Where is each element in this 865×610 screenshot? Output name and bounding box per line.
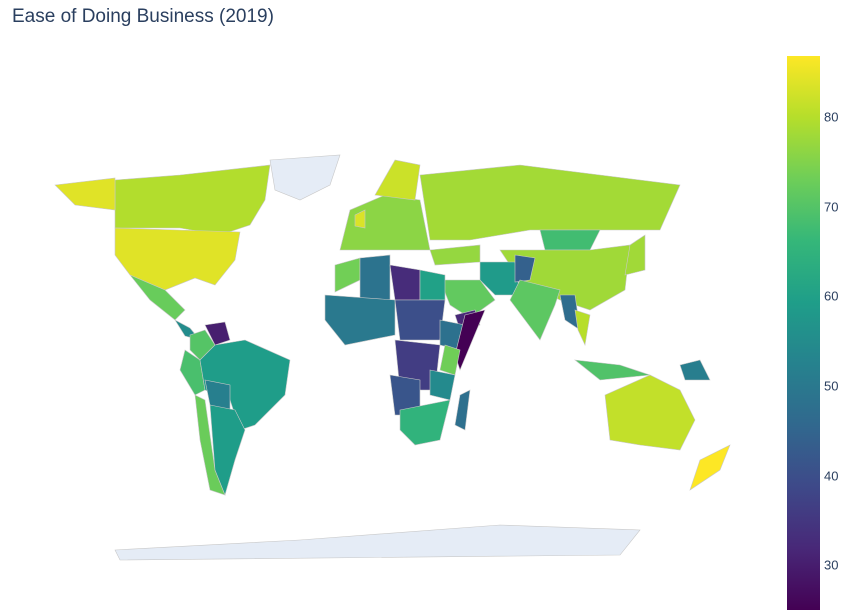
region-antarctica[interactable] (114, 524, 641, 561)
region-morocco[interactable] (334, 257, 361, 293)
region-united-states[interactable] (114, 227, 241, 291)
colorbar-tick-label: 60 (824, 288, 839, 304)
region-chad-sudan[interactable] (394, 299, 446, 341)
region-saudi-arabia[interactable] (439, 279, 496, 319)
region-canada[interactable] (114, 164, 271, 236)
region-tanzania[interactable] (429, 369, 456, 401)
region-australia[interactable] (604, 374, 696, 451)
colorbar-tick-label: 50 (824, 378, 839, 394)
region-alaska[interactable] (54, 177, 116, 211)
region-united-kingdom[interactable] (354, 209, 366, 229)
colorbar-tick-label: 80 (824, 109, 839, 125)
region-brazil[interactable] (199, 339, 291, 431)
region-southern-africa[interactable] (399, 399, 451, 446)
colorbar-tick-label: 30 (824, 557, 839, 573)
region-japan[interactable] (624, 234, 646, 276)
region-mongolia[interactable] (539, 229, 601, 251)
chart-title: Ease of Doing Business (2019) (12, 6, 274, 27)
region-libya[interactable] (389, 264, 421, 301)
region-iran[interactable] (479, 261, 521, 296)
region-thailand[interactable] (574, 309, 591, 347)
colorbar-tick-label: 40 (824, 468, 839, 484)
region-west-africa[interactable] (324, 294, 396, 346)
colorbar-tick-label: 70 (824, 199, 839, 215)
region-europe[interactable] (339, 194, 431, 251)
region-egypt[interactable] (419, 269, 446, 301)
region-indonesia[interactable] (574, 359, 651, 381)
region-india[interactable] (509, 279, 561, 341)
region-russia[interactable] (419, 164, 681, 241)
region-kenya[interactable] (439, 344, 461, 376)
region-scandinavia[interactable] (374, 159, 421, 201)
region-turkey[interactable] (429, 244, 481, 266)
region-venezuela[interactable] (204, 321, 231, 346)
region-somalia[interactable] (454, 309, 486, 371)
region-peru[interactable] (179, 349, 206, 396)
region-bolivia[interactable] (204, 379, 231, 411)
region-new-zealand[interactable] (689, 444, 731, 491)
region-madagascar[interactable] (454, 389, 471, 431)
region-papua-new-guinea[interactable] (679, 359, 711, 381)
region-afghanistan[interactable] (514, 254, 536, 283)
region-mexico[interactable] (129, 274, 186, 321)
region-greenland[interactable] (269, 154, 341, 201)
region-algeria[interactable] (359, 254, 391, 301)
colorbar (787, 56, 820, 610)
region-argentina[interactable] (209, 404, 246, 496)
